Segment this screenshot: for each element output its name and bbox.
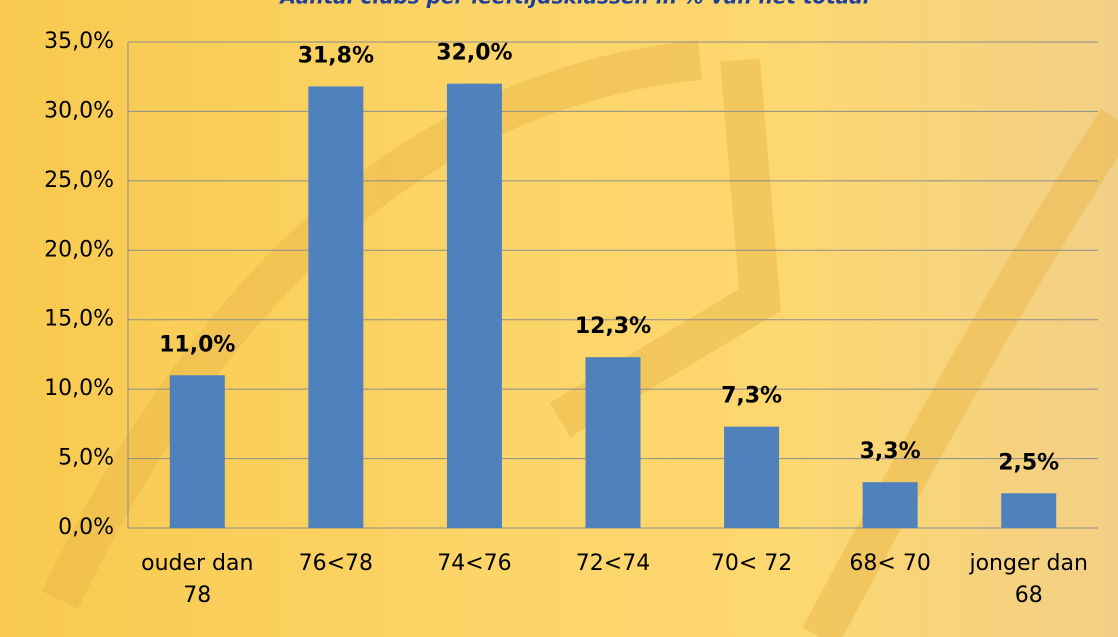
value-label: 11,0% [159, 332, 235, 357]
y-tick-label: 0,0% [58, 515, 114, 540]
y-tick-label: 5,0% [58, 446, 114, 471]
x-tick-label: 70< 72 [710, 551, 793, 576]
bar [308, 86, 364, 528]
value-label: 12,3% [575, 314, 651, 339]
value-label: 32,0% [436, 41, 512, 66]
y-tick-label: 30,0% [44, 98, 114, 123]
x-tick-label: 74<76 [437, 551, 512, 576]
value-label: 7,3% [721, 384, 782, 409]
x-tick-label: 72<74 [575, 551, 651, 576]
chart-title: Aantal clubs per leeftijdsklassen in % v… [278, 0, 870, 9]
x-tick-label: jonger dan 68 [969, 551, 1088, 608]
y-tick-label: 35,0% [44, 29, 114, 54]
x-tick-label: 76<78 [298, 551, 374, 576]
value-label: 31,8% [298, 43, 374, 68]
y-tick-label: 10,0% [44, 376, 114, 401]
value-label: 2,5% [998, 450, 1059, 475]
x-tick-label: 68< 70 [849, 551, 931, 576]
bar [724, 426, 780, 528]
value-label: 3,3% [860, 439, 921, 464]
bar [169, 375, 225, 528]
y-tick-label: 25,0% [44, 168, 114, 193]
bar [446, 83, 502, 529]
x-tick-label: ouder dan 78 [141, 551, 254, 608]
bar [862, 482, 918, 528]
bar [585, 357, 641, 528]
bar [1001, 493, 1057, 528]
decor-arc [802, 109, 1118, 637]
y-tick-label: 20,0% [44, 237, 114, 262]
y-tick-label: 15,0% [44, 307, 114, 332]
